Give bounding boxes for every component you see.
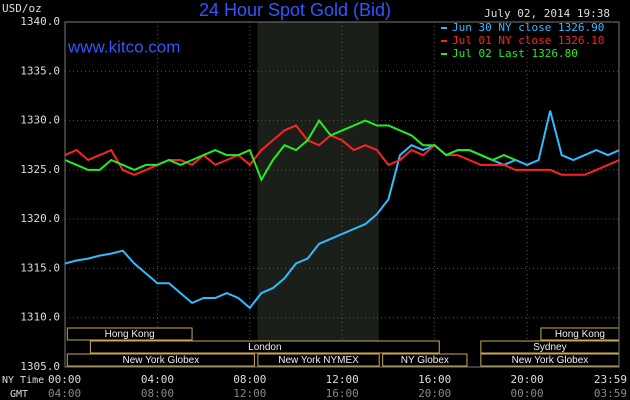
y-tick-label: 1305.0: [20, 360, 60, 373]
x2-axis-label: GMT: [10, 389, 28, 400]
session-box: [382, 353, 468, 367]
x2-tick-label: 03:59: [594, 387, 627, 400]
x2-tick-label: 00:00: [510, 387, 543, 400]
x2-tick-label: 12:00: [233, 387, 266, 400]
x-tick-label: 00:00: [48, 373, 81, 386]
session-box: [257, 353, 380, 367]
session-box: [89, 340, 440, 354]
chart-title: 24 Hour Spot Gold (Bid): [199, 0, 391, 20]
series-line: [64, 118, 516, 182]
session-label: London: [248, 342, 281, 353]
x2-tick-label: 08:00: [141, 387, 174, 400]
series-line: [64, 110, 620, 310]
y-tick-label: 1310.0: [20, 311, 60, 324]
session-box: [66, 353, 255, 367]
y-tick-label: 1330.0: [20, 114, 60, 127]
y-tick-label: 1325.0: [20, 163, 60, 176]
x-tick-label: 04:00: [141, 373, 174, 386]
legend-label: Jul 02 Last 1326.80: [452, 47, 578, 60]
timestamp: July 02, 2014 19:38: [484, 7, 610, 20]
session-label: Sydney: [533, 342, 566, 353]
legend-label: Jun 30 NY close 1326.90: [452, 21, 604, 34]
session-label: NY Globex: [401, 355, 449, 366]
session-label: New York NYMEX: [278, 355, 359, 366]
session-label: New York Globex: [123, 355, 200, 366]
x-axis-label: NY Time: [2, 375, 44, 386]
session-label: New York Globex: [512, 355, 589, 366]
x-tick-label: 23:59: [594, 373, 627, 386]
session-label: Hong Kong: [105, 329, 155, 340]
y-tick-label: 1340.0: [20, 15, 60, 28]
x2-tick-label: 04:00: [48, 387, 81, 400]
plot-frame: [64, 21, 620, 368]
shaded-region: [257, 22, 379, 367]
session-box: [66, 327, 193, 341]
y-axis-label: USD/oz: [2, 2, 42, 15]
x2-tick-label: 20:00: [418, 387, 451, 400]
session-label: Hong Kong: [555, 329, 605, 340]
x-tick-label: 12:00: [326, 373, 359, 386]
source: www.kitco.com: [67, 37, 180, 56]
x-tick-label: 08:00: [233, 373, 266, 386]
y-tick-label: 1320.0: [20, 212, 60, 225]
y-tick-label: 1335.0: [20, 64, 60, 77]
x2-tick-label: 16:00: [326, 387, 359, 400]
legend-label: Jul 01 NY close 1326.10: [452, 34, 604, 47]
x-tick-label: 20:00: [510, 373, 543, 386]
x-tick-label: 16:00: [418, 373, 451, 386]
y-tick-label: 1315.0: [20, 261, 60, 274]
